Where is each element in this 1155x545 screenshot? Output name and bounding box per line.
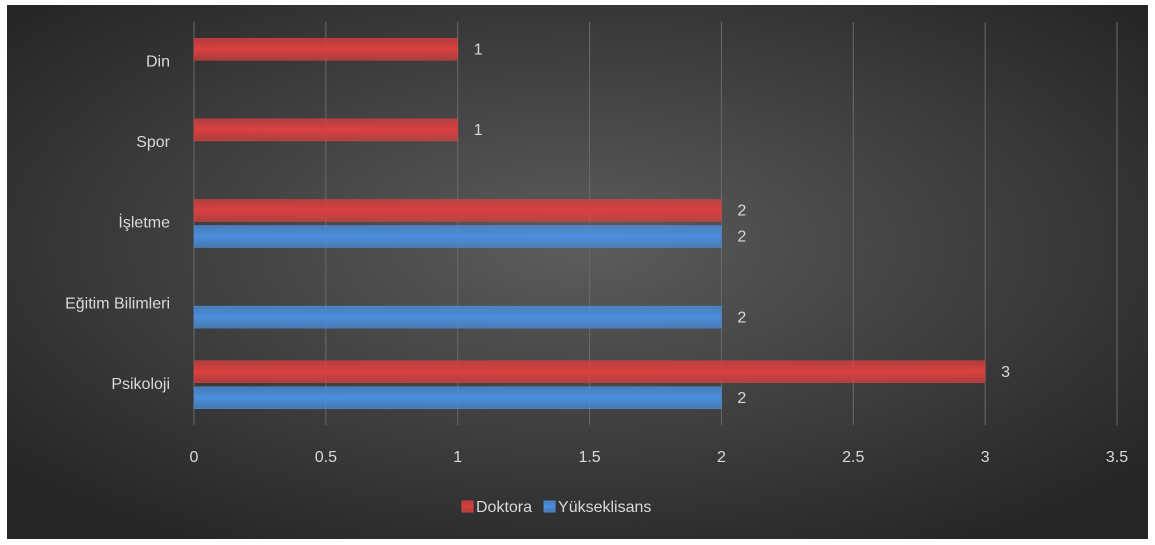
legend-swatch: [543, 500, 556, 513]
legend-label: Doktora: [476, 499, 532, 516]
data-label: 2: [737, 203, 746, 220]
data-label: 2: [737, 309, 746, 326]
x-tick-label: 3.5: [1106, 449, 1128, 466]
bar: [193, 199, 722, 222]
bar: [193, 38, 458, 61]
bar: [193, 386, 722, 409]
chart-background: [7, 5, 1148, 539]
data-label: 2: [737, 229, 746, 246]
y-tick-label: Spor: [136, 134, 170, 151]
data-label: 1: [474, 42, 483, 59]
x-tick-label: 0.5: [315, 449, 337, 466]
data-label: 3: [1001, 364, 1010, 381]
bar: [193, 305, 722, 329]
data-label: 1: [474, 122, 483, 139]
x-tick-label: 0: [190, 449, 199, 466]
bar: [193, 225, 722, 248]
data-label: 2: [737, 390, 746, 407]
x-tick-label: 2: [717, 449, 726, 466]
x-tick-label: 2.5: [842, 449, 864, 466]
y-tick-label: Psikoloji: [111, 376, 170, 393]
legend-swatch: [461, 500, 474, 513]
y-tick-label: Eğitim Bilimleri: [65, 295, 170, 312]
x-tick-label: 3: [981, 449, 990, 466]
x-tick-label: 1: [453, 449, 462, 466]
legend-label: Yükseklisans: [558, 499, 651, 516]
bar: [193, 118, 458, 142]
y-tick-label: Din: [146, 54, 170, 71]
y-tick-label: İşletme: [118, 213, 170, 232]
x-tick-label: 1.5: [578, 449, 600, 466]
bar: [193, 360, 986, 383]
